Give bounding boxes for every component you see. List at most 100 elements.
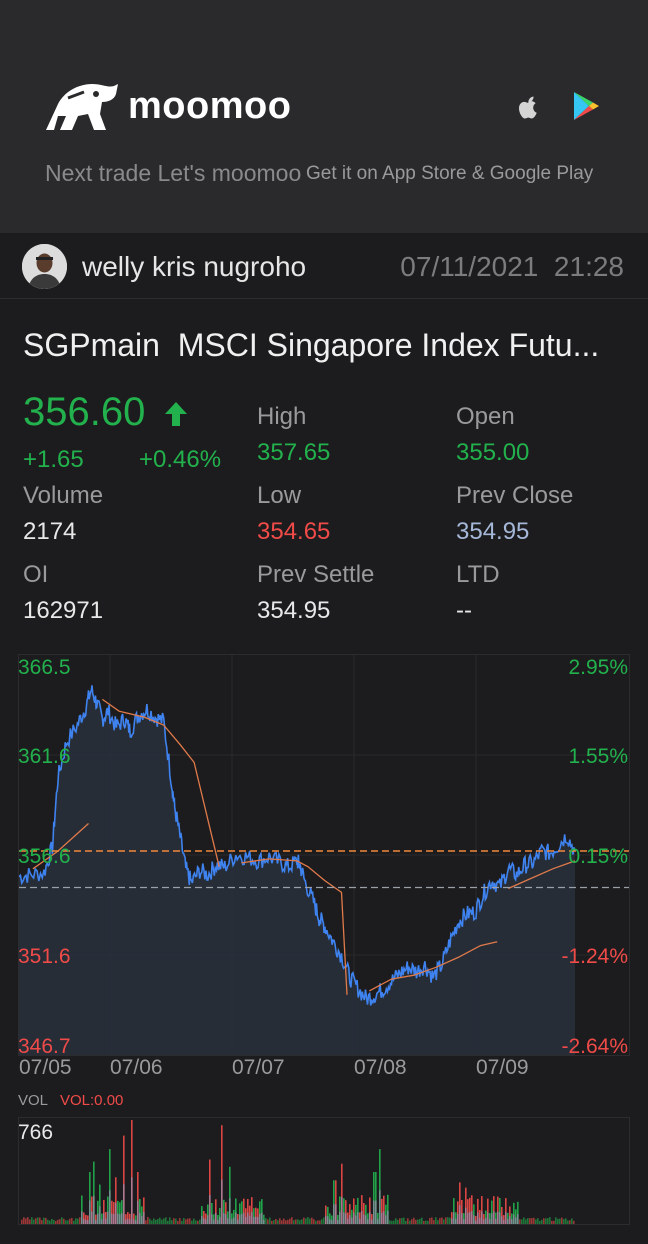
volume-bar — [563, 1219, 565, 1224]
volume-bar — [493, 1211, 495, 1224]
volume-bar — [301, 1219, 303, 1224]
volume-bar — [435, 1217, 437, 1224]
volume-bar — [213, 1219, 215, 1224]
volume-bar — [557, 1218, 559, 1224]
pct-tick: 2.95% — [568, 656, 628, 679]
volume-bar — [113, 1214, 115, 1224]
volume-bar — [471, 1195, 473, 1224]
app-download-banner[interactable]: moomoo Next trade Let's moomoo Get it on… — [0, 0, 648, 233]
volume-bar — [401, 1218, 403, 1224]
volume-bar — [85, 1219, 87, 1224]
stat-label-low: Low — [257, 482, 302, 509]
volume-bar — [321, 1219, 323, 1224]
volume-label: VOL — [18, 1092, 49, 1109]
volume-bar — [253, 1216, 255, 1224]
volume-bar — [501, 1207, 503, 1224]
volume-bar — [391, 1220, 393, 1224]
volume-bar — [81, 1211, 83, 1224]
volume-bar — [205, 1219, 207, 1224]
author-name[interactable]: welly kris nugroho — [82, 251, 307, 282]
volume-bar — [511, 1213, 513, 1224]
stat-label-high: High — [257, 403, 307, 430]
volume-bar — [173, 1218, 175, 1224]
volume-bar — [247, 1198, 249, 1224]
volume-bar — [571, 1218, 573, 1224]
volume-value: VOL:0.00 — [60, 1092, 124, 1109]
moomoo-logo[interactable]: moomoo — [44, 80, 291, 132]
volume-bar — [123, 1184, 125, 1224]
volume-bar — [513, 1214, 515, 1224]
volume-bar — [27, 1217, 29, 1224]
volume-bar — [97, 1213, 99, 1224]
volume-bar — [139, 1198, 141, 1224]
volume-bar — [493, 1196, 495, 1224]
volume-bar — [189, 1218, 191, 1224]
volume-bar — [163, 1218, 165, 1224]
volume-bar — [79, 1217, 81, 1224]
volume-bar — [149, 1218, 151, 1224]
volume-bar — [95, 1219, 97, 1224]
volume-bar — [31, 1217, 33, 1224]
volume-bar — [23, 1217, 25, 1224]
stat-value-prev-settle: 354.95 — [257, 597, 331, 624]
stat-label-prev-close: Prev Close — [456, 482, 574, 509]
volume-bar — [275, 1219, 277, 1224]
volume-bar — [265, 1218, 267, 1224]
volume-chart[interactable] — [18, 1117, 630, 1225]
store-links-text[interactable]: Get it on App Store & Google Play — [306, 163, 594, 184]
volume-bar — [141, 1206, 143, 1224]
volume-bar — [87, 1215, 89, 1224]
volume-bar — [239, 1214, 241, 1224]
volume-bar — [97, 1200, 99, 1224]
volume-bar — [553, 1220, 555, 1224]
volume-bar — [219, 1208, 221, 1224]
volume-bar — [357, 1212, 359, 1224]
volume-bar — [309, 1218, 311, 1224]
stat-label-volume: Volume — [23, 482, 104, 509]
volume-bar — [61, 1217, 63, 1224]
volume-bar — [263, 1219, 265, 1224]
price-chart-plot[interactable] — [18, 655, 629, 1055]
volume-bar — [315, 1220, 317, 1224]
volume-bar — [57, 1219, 59, 1224]
volume-bar — [255, 1216, 257, 1224]
volume-bar — [335, 1180, 337, 1224]
post-timestamp: 07/11/2021 21:28 — [400, 251, 624, 283]
volume-bar — [375, 1172, 377, 1224]
volume-bar — [45, 1217, 47, 1224]
volume-bar — [141, 1216, 143, 1224]
volume-bar — [491, 1213, 493, 1224]
volume-bar — [371, 1214, 373, 1224]
y-tick: 361.6 — [18, 745, 71, 768]
volume-bar — [35, 1218, 37, 1224]
volume-bar — [419, 1218, 421, 1224]
volume-bar — [417, 1219, 419, 1224]
volume-bar — [29, 1219, 31, 1224]
volume-bar — [463, 1219, 465, 1224]
x-tick: 07/06 — [110, 1056, 163, 1079]
volume-bar — [481, 1211, 483, 1224]
volume-bar — [465, 1207, 467, 1224]
price-chart[interactable] — [18, 654, 630, 1056]
volume-bar — [475, 1215, 477, 1224]
volume-bar — [253, 1208, 255, 1224]
avatar[interactable] — [22, 244, 67, 289]
volume-bar — [415, 1219, 417, 1224]
volume-bar — [53, 1219, 55, 1224]
volume-bar — [337, 1214, 339, 1224]
google-play-icon[interactable] — [571, 90, 601, 122]
volume-bar — [59, 1219, 61, 1224]
volume-bar — [33, 1219, 35, 1224]
instrument-title[interactable]: SGPmain MSCI Singapore Index Futu... — [23, 327, 648, 364]
volume-bar — [263, 1214, 265, 1224]
volume-bar — [385, 1204, 387, 1224]
volume-bar — [217, 1219, 219, 1224]
volume-bar — [357, 1197, 359, 1224]
last-price: 356.60 — [23, 390, 146, 434]
apple-icon[interactable] — [512, 90, 544, 122]
volume-chart-plot[interactable] — [19, 1118, 629, 1224]
volume-bar — [211, 1203, 213, 1224]
instrument-symbol: SGPmain — [23, 327, 160, 363]
moving-average-line — [102, 698, 220, 867]
y-tick: 351.6 — [18, 945, 71, 968]
